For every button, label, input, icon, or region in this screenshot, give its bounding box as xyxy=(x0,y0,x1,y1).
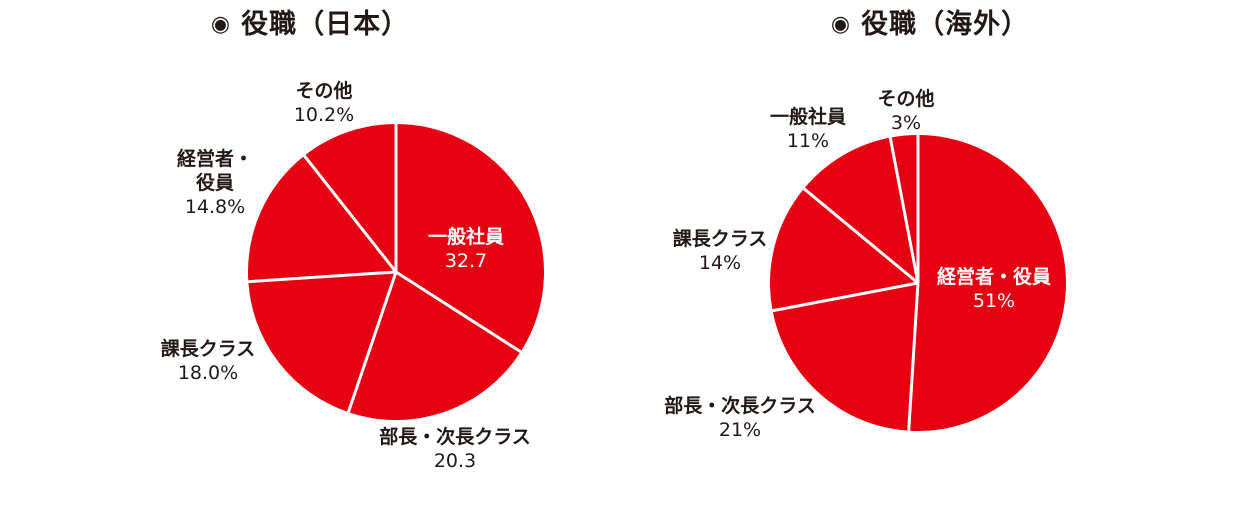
pie-slice xyxy=(803,137,918,283)
slice-label: 課長クラス 14% xyxy=(673,227,768,274)
slice-label: 課長クラス 18.0% xyxy=(161,337,256,384)
bullet-marker-icon: ◉ xyxy=(830,11,852,37)
slice-value-label: 18.0% xyxy=(178,362,238,384)
pie-slice xyxy=(304,124,396,272)
slice-label: 一般社員 11% xyxy=(770,105,846,152)
slice-separators xyxy=(772,135,920,431)
slice-separator xyxy=(395,270,522,354)
slice-label: その他 3% xyxy=(877,87,934,134)
slice-name-label: その他 xyxy=(877,87,934,110)
slice-separator xyxy=(772,281,919,313)
slice-labels: 一般社員 32.7 部長・次長クラス 20.3 課長クラス 18.0% 経営者・役員 14.8… xyxy=(161,79,531,472)
slice-separator xyxy=(347,271,398,413)
slice-value-label: 3% xyxy=(891,112,921,134)
slice-separators xyxy=(248,124,522,413)
slice-label: 経営者・役員 51% xyxy=(937,265,1051,312)
slice-label: その他 10.2% xyxy=(294,79,354,126)
slice-label: 経営者・役員 14.8% xyxy=(177,147,253,218)
chart-overseas: ◉ 役職（海外） 経営者・役員 51% 部長・次長クラス 21% 課長クラス 14% 一般社員… xyxy=(620,0,1240,510)
slice-value-label: 20.3 xyxy=(434,450,476,472)
slice-value-label: 14.8% xyxy=(185,196,245,218)
slice-name-label: 部長・次長クラス xyxy=(664,394,816,417)
slice-name-label: 経営者・役員 xyxy=(937,265,1051,288)
slice-name-label: その他 xyxy=(295,79,352,102)
slice-name-label: 部長・次長クラス xyxy=(379,425,531,448)
slice-labels: 経営者・役員 51% 部長・次長クラス 21% 課長クラス 14% 一般社員 11% その他 3% xyxy=(664,87,1051,441)
slice-label: 一般社員 32.7 xyxy=(428,225,504,272)
slice-value-label: 11% xyxy=(787,130,829,152)
chart-title: ◉ 役職（海外） xyxy=(620,2,1240,41)
slice-name-label: 課長クラス xyxy=(673,227,768,250)
slice-separator xyxy=(248,270,397,284)
slice-separator xyxy=(907,282,920,431)
slice-label: 部長・次長クラス 20.3 xyxy=(379,425,531,472)
slice-value-label: 51% xyxy=(973,290,1015,312)
chart-title-text: 役職（海外） xyxy=(861,9,1030,40)
slice-separator xyxy=(803,187,919,285)
chart-title-text: 役職（日本） xyxy=(241,9,410,40)
pie-chart: 一般社員 32.7 部長・次長クラス 20.3 課長クラス 18.0% 経営者・役員 14.8… xyxy=(161,79,545,472)
slice-name-label: 経営者・ xyxy=(177,147,253,170)
pie-chart: 経営者・役員 51% 部長・次長クラス 21% 課長クラス 14% 一般社員 11% その他 3% xyxy=(664,87,1066,441)
pie-slices xyxy=(769,135,1066,431)
bullet-marker-icon: ◉ xyxy=(210,11,232,37)
slice-separator xyxy=(888,137,920,284)
slice-separator xyxy=(303,154,398,273)
chart-title: ◉ 役職（日本） xyxy=(0,2,620,41)
slice-value-label: 32.7 xyxy=(445,250,487,272)
slice-name-label: 一般社員 xyxy=(428,225,504,248)
slice-value-label: 10.2% xyxy=(294,104,354,126)
slice-value-label: 14% xyxy=(699,252,741,274)
pie-slice xyxy=(769,188,918,311)
slice-name-label: 一般社員 xyxy=(770,105,846,128)
slice-name-label: 課長クラス xyxy=(161,337,256,360)
pie-slice xyxy=(908,135,1066,431)
pie-slice xyxy=(772,283,918,431)
pie-slice xyxy=(248,155,396,282)
slice-value-label: 21% xyxy=(719,419,761,441)
chart-japan: ◉ 役職（日本） 一般社員 32.7 部長・次長クラス 20.3 課長クラス 18.0% 経営… xyxy=(0,2,620,472)
slice-name-label: 役員 xyxy=(196,171,234,194)
slice-label: 部長・次長クラス 21% xyxy=(664,394,816,441)
pie-slice xyxy=(348,272,521,421)
